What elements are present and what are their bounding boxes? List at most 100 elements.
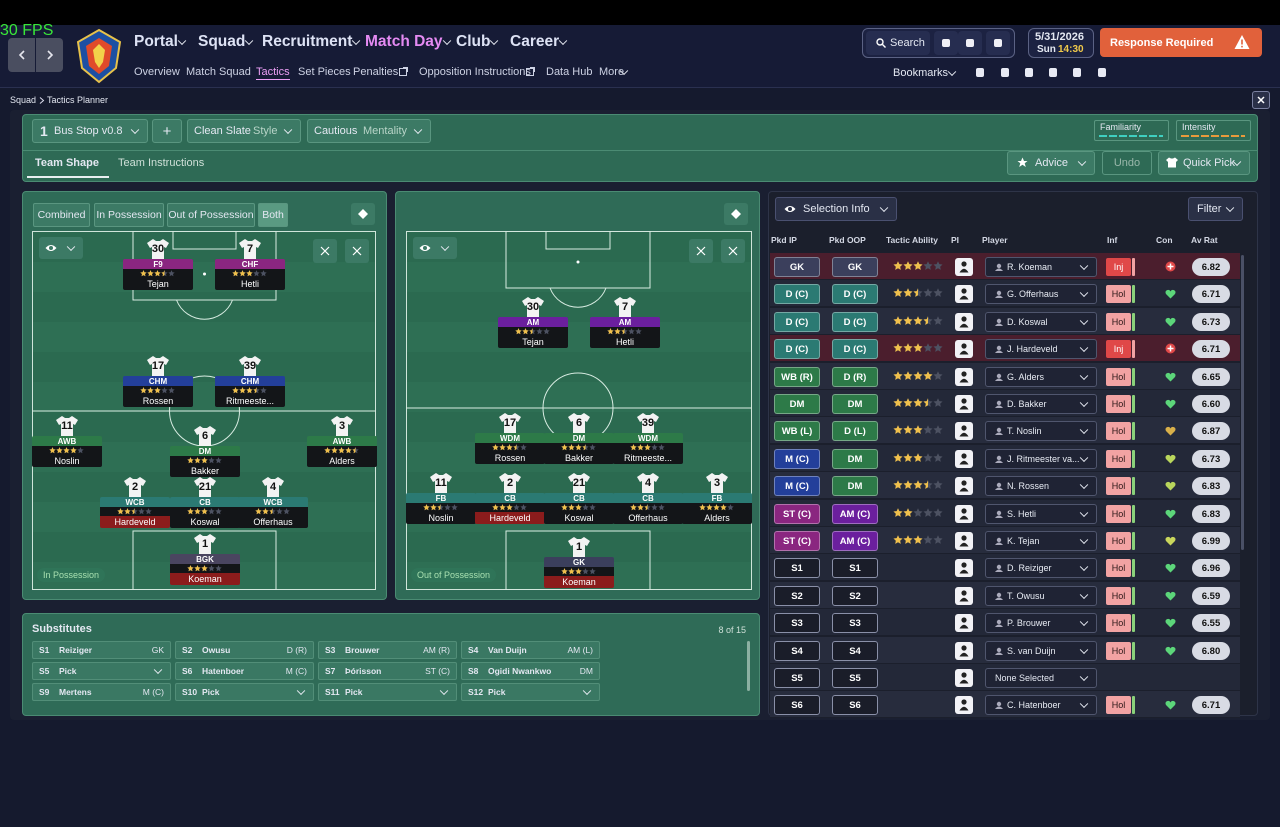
bookmarks[interactable]: Bookmarks [893,64,964,82]
position-badge[interactable]: S2 [832,586,878,606]
inf-badge[interactable]: Hol [1106,477,1131,495]
player-dropdown[interactable] [985,668,1097,688]
player-dropdown[interactable] [985,257,1097,277]
role-badge[interactable]: AM [498,317,568,327]
position-badge[interactable]: DM [832,449,878,469]
player-dropdown[interactable] [985,641,1097,661]
inf-badge[interactable]: Hol [1106,532,1131,550]
player-dropdown[interactable] [985,367,1097,387]
inf-badge[interactable]: Hol [1106,395,1131,413]
substitute-slot[interactable] [461,683,600,701]
shape-filter[interactable]: Combined [33,203,90,227]
inf-badge[interactable]: Hol [1106,559,1131,577]
eye-toggle[interactable] [413,237,457,259]
role-badge[interactable]: CB [475,493,545,503]
role-badge[interactable]: WCB [100,497,170,507]
pi-button[interactable] [955,669,973,687]
column-header[interactable]: PI [951,235,960,245]
role-badge[interactable]: CHM [123,376,193,386]
inf-badge[interactable]: Hol [1106,313,1131,331]
position-badge[interactable]: S5 [832,668,878,688]
player-dropdown[interactable] [985,695,1097,715]
subnav-item[interactable]: Tactics [256,64,290,80]
pi-button[interactable] [955,450,973,468]
substitute-slot[interactable] [461,641,600,659]
player-name[interactable]: Hetli [215,278,285,290]
substitute-slot[interactable] [318,683,457,701]
eye-toggle[interactable] [39,237,83,259]
subnav-item[interactable]: Match Squad [186,66,251,78]
position-badge[interactable]: S3 [774,613,820,633]
pi-button[interactable] [955,642,973,660]
position-badge[interactable]: D (C) [774,339,820,359]
role-badge[interactable]: FB [406,493,476,503]
player-name[interactable]: Koeman [170,573,240,585]
subnav-item[interactable]: Penalties [353,66,399,78]
add-tactic-button[interactable]: + [152,119,182,143]
nav-item[interactable]: Recruitment [262,31,368,53]
nav-item[interactable]: Club [456,31,506,53]
nav-item[interactable]: Career [510,31,575,53]
player-dropdown[interactable] [985,449,1097,469]
subnav-item[interactable]: Overview [134,66,180,78]
pi-button[interactable] [955,587,973,605]
role-badge[interactable]: AM [590,317,660,327]
subnav-item[interactable]: Data Hub [546,66,593,78]
inf-badge[interactable]: Hol [1106,422,1131,440]
position-badge[interactable]: D (C) [832,284,878,304]
position-badge[interactable]: DM [832,394,878,414]
pi-button[interactable] [955,313,973,331]
substitute-slot[interactable] [175,662,314,680]
position-badge[interactable]: D (C) [832,339,878,359]
pi-button[interactable] [955,258,973,276]
position-badge[interactable]: S4 [774,641,820,661]
player-name[interactable]: Koeman [544,576,614,588]
position-badge[interactable]: S6 [832,695,878,715]
subnav-item[interactable]: Opposition Instructions [419,66,531,78]
position-badge[interactable]: AM (C) [832,531,878,551]
player-dropdown[interactable] [985,531,1097,551]
player-dropdown[interactable] [985,284,1097,304]
column-header[interactable]: Inf [1107,235,1118,245]
role-badge[interactable]: DM [170,446,240,456]
substitute-slot[interactable] [175,641,314,659]
shape-filter[interactable]: Both [258,203,288,227]
role-badge[interactable]: CHM [215,376,285,386]
player-name[interactable]: Noslin [406,512,476,524]
position-badge[interactable]: DM [832,476,878,496]
inf-badge[interactable]: Hol [1106,450,1131,468]
column-header[interactable]: Con [1156,235,1173,245]
position-badge[interactable]: GK [774,257,820,277]
position-badge[interactable]: GK [832,257,878,277]
inf-badge[interactable]: Inj [1106,258,1131,276]
player-name[interactable]: Hardeveld [475,512,545,524]
role-badge[interactable]: WDM [475,433,545,443]
player-dropdown[interactable] [985,476,1097,496]
pi-button[interactable] [955,505,973,523]
forward-button[interactable] [36,38,63,72]
position-badge[interactable]: S2 [774,586,820,606]
position-badge[interactable]: D (R) [832,367,878,387]
shape-filter[interactable]: Out of Possession [167,203,255,227]
player-name[interactable]: Koswal [544,512,614,524]
inf-badge[interactable]: Hol [1106,285,1131,303]
position-badge[interactable]: S6 [774,695,820,715]
role-badge[interactable]: WCB [238,497,308,507]
role-badge[interactable]: CB [544,493,614,503]
substitute-slot[interactable] [32,641,171,659]
player-dropdown[interactable] [985,558,1097,578]
breadcrumb-item[interactable]: Squad [10,95,37,105]
tactic-slot-dropdown[interactable]: Bus Stop v0.8 [32,119,148,143]
pi-button[interactable] [955,340,973,358]
position-badge[interactable]: M (C) [774,476,820,496]
inf-badge[interactable]: Hol [1106,696,1131,714]
player-name[interactable]: Offerhaus [613,512,683,524]
column-header[interactable]: Pkd OOP [829,235,866,245]
tab[interactable]: Team Instructions [118,157,205,169]
player-name[interactable]: Koswal [170,516,240,528]
column-header[interactable]: Pkd IP [771,235,797,245]
inf-badge[interactable]: Hol [1106,368,1131,386]
pi-button[interactable] [955,696,973,714]
substitute-slot[interactable] [175,683,314,701]
role-badge[interactable]: GK [544,557,614,567]
